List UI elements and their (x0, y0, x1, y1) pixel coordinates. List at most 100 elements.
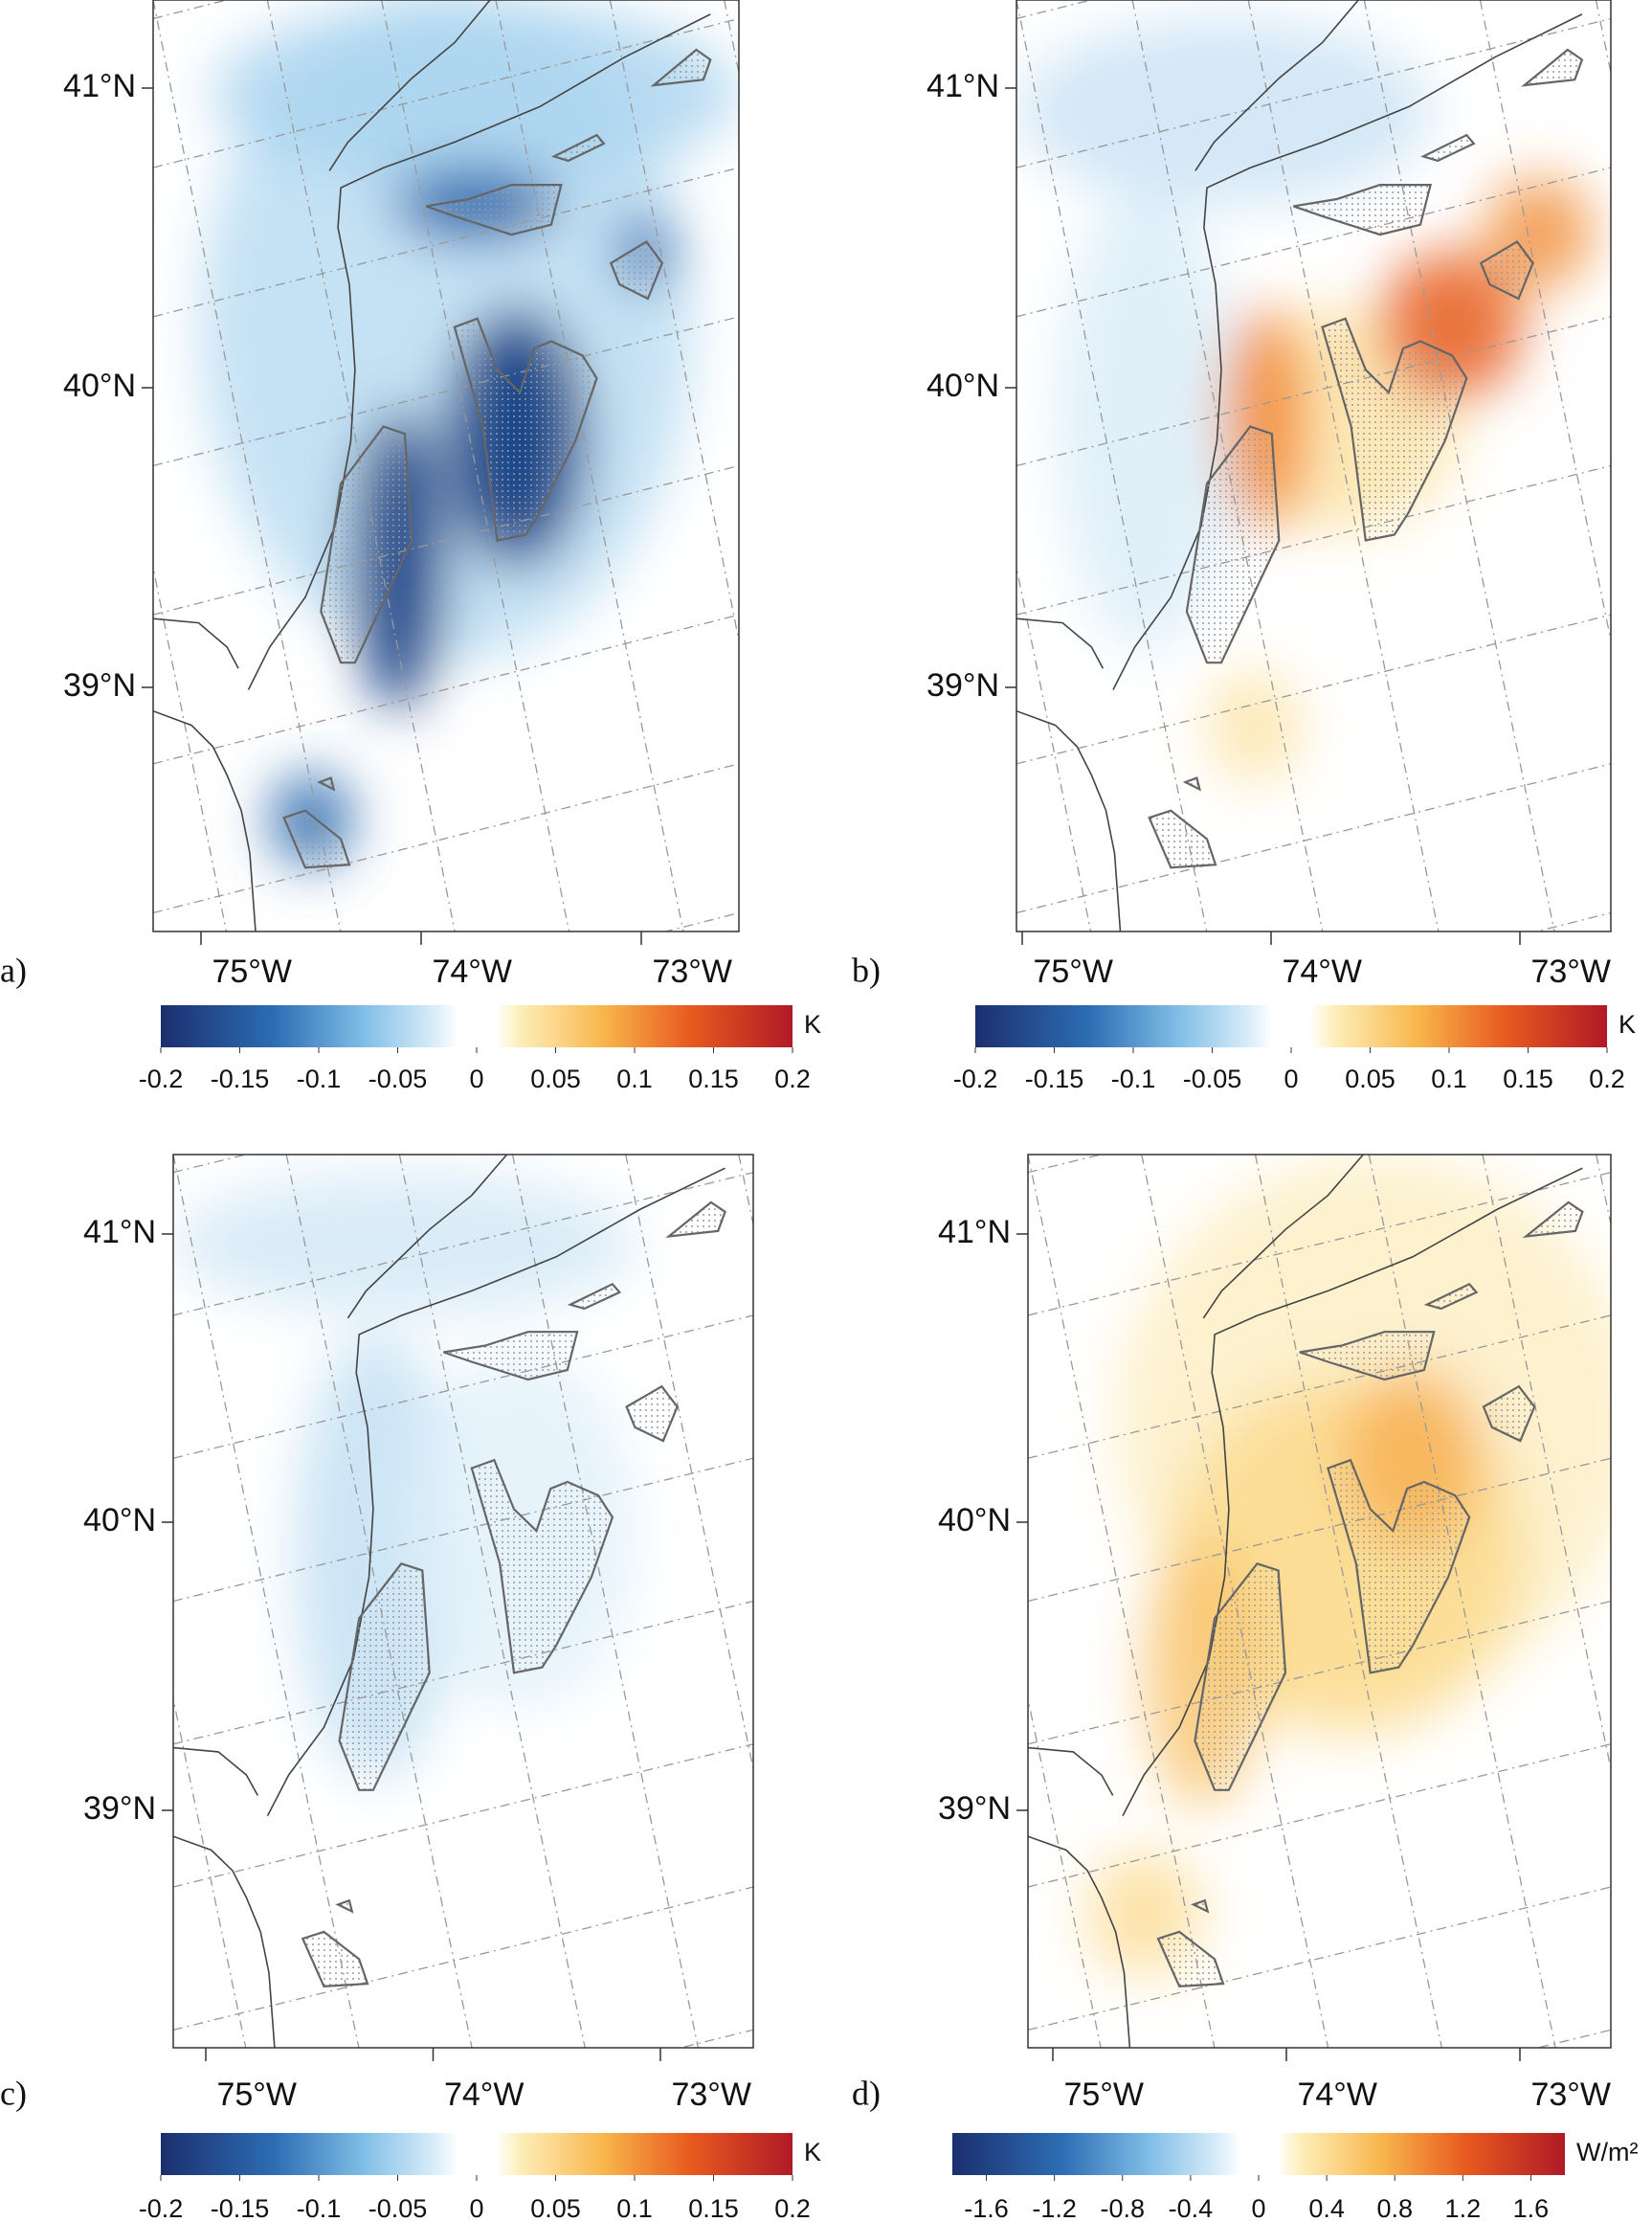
graticule (1479, 0, 1611, 644)
lat-label: 40°N (63, 368, 136, 404)
graticule (1028, 1314, 1611, 1459)
graticule (1028, 1457, 1611, 1603)
panel-label: d) (852, 2074, 881, 2112)
colorbar-tick-label: 0 (1251, 2194, 1265, 2222)
map-panel: 41°N 40°N 39°N 75°W 74°W 73°W b) K -0.2 -0.15 -0.1… (852, 0, 1636, 1093)
colorbar-tick-label: 0 (1284, 1065, 1298, 1093)
panel-label: a) (0, 951, 27, 989)
graticule (1028, 1743, 1611, 1888)
lease-area (1156, 1930, 1225, 1988)
map-panel: 41°N 40°N 39°N 75°W 74°W 73°W d) W/m² -1.6 -1.2 -0… (852, 1154, 1638, 2222)
graticule (153, 564, 228, 931)
lat-label: 39°N (938, 1790, 1011, 1827)
colorbar-tick-label: -0.4 (1169, 2194, 1214, 2222)
graticule (173, 1600, 753, 1745)
lon-label: 75°W (212, 954, 292, 990)
lon-label: 74°W (1297, 2076, 1377, 2113)
lease-area (609, 240, 664, 301)
lon-label: 73°W (671, 2076, 751, 2113)
lease-area (1293, 184, 1433, 236)
coastline (1202, 1155, 1364, 1319)
coastline (328, 0, 491, 171)
coastline (153, 617, 239, 669)
colorbar-tick-label: -0.1 (297, 2194, 342, 2222)
graticule (1016, 464, 1611, 616)
colorbar-tick-label: -1.2 (1032, 2194, 1077, 2222)
lease-area (625, 1384, 679, 1443)
colorbar-tick-label: 0.15 (688, 1065, 739, 1093)
lease-area (470, 1458, 614, 1674)
lon-label: 75°W (1063, 2076, 1144, 2113)
colorbar-tick-label: 0.15 (688, 2194, 739, 2222)
graticule (153, 464, 739, 616)
colorbar-tick-label: -0.15 (211, 2194, 270, 2222)
graticule (1028, 1695, 1102, 2048)
colorbar-tick-label: 0.1 (616, 1065, 653, 1093)
map-frame (172, 1154, 754, 2049)
lease-area (1521, 48, 1584, 87)
graticule (173, 1886, 753, 2031)
lon-label: 74°W (432, 954, 512, 990)
lease-area (335, 1898, 354, 1914)
lease-area (1327, 1458, 1471, 1674)
colorbar (161, 1005, 793, 1047)
field-blob (173, 1172, 637, 1315)
colorbar-unit: K (1619, 1010, 1636, 1039)
map-frame (1016, 0, 1612, 932)
colorbar-tick-label: 0.1 (616, 2194, 653, 2222)
map-frame (152, 0, 740, 932)
lat-label: 39°N (83, 1790, 156, 1827)
graticule (285, 1155, 473, 2048)
lease-area (453, 317, 598, 542)
colorbar-tick-label: -0.2 (953, 1065, 998, 1093)
graticule (153, 167, 739, 318)
colorbar-tick-label: -0.15 (211, 1065, 270, 1093)
colorbar-tick-label: 0.05 (530, 1065, 581, 1093)
colorbar-tick-label: 0 (469, 2194, 483, 2222)
coastline (1016, 617, 1105, 669)
lat-label: 41°N (938, 1214, 1011, 1250)
graticule (1016, 763, 1611, 914)
lease-area (317, 776, 336, 792)
lon-label: 73°W (652, 954, 732, 990)
graticule (1028, 1155, 1216, 2048)
graticule (173, 1695, 247, 2048)
lat-label: 40°N (938, 1502, 1011, 1538)
graticule (625, 1155, 753, 1772)
coastline (1194, 0, 1359, 171)
coastline (1112, 13, 1583, 690)
graticule (153, 17, 739, 168)
coastline (1028, 1746, 1114, 1796)
graticule (1028, 1886, 1611, 2031)
colorbar-unit: W/m² (1576, 2138, 1638, 2166)
lon-label: 75°W (216, 2076, 297, 2113)
lon-label: 74°W (444, 2076, 525, 2113)
lat-label: 39°N (63, 667, 136, 704)
lon-label: 74°W (1282, 954, 1362, 990)
coastline (266, 1167, 726, 1817)
lease-area (1522, 1201, 1584, 1239)
coastline (1016, 709, 1122, 931)
field-blob (1016, 18, 1433, 206)
graticule (173, 1457, 753, 1603)
colorbar (952, 2133, 1565, 2175)
colorbar-tick-label: -0.05 (368, 1065, 428, 1093)
graticule (1016, 0, 1094, 20)
coastline (173, 1746, 259, 1796)
colorbar-tick-label: 0.2 (774, 2194, 811, 2222)
map-area (1016, 0, 1611, 931)
colorbar-tick-label: 0 (469, 1065, 483, 1093)
graticule (1482, 1155, 1611, 1772)
map-panel: 41°N 40°N 39°N 75°W 74°W 73°W a) K -0.2 -0.15 -0.1… (0, 0, 821, 1093)
graticule (1254, 1155, 1443, 2048)
graticule (738, 1155, 753, 1228)
graticule (1028, 1155, 1104, 1174)
coastline (1028, 1835, 1131, 2048)
lat-label: 40°N (83, 1502, 156, 1538)
graticule (173, 1743, 753, 1888)
lease-area (1185, 425, 1281, 664)
graticule (1016, 316, 1611, 467)
colorbar-tick-label: 0.05 (530, 2194, 581, 2222)
coastline (247, 13, 711, 690)
graticule (724, 0, 739, 77)
